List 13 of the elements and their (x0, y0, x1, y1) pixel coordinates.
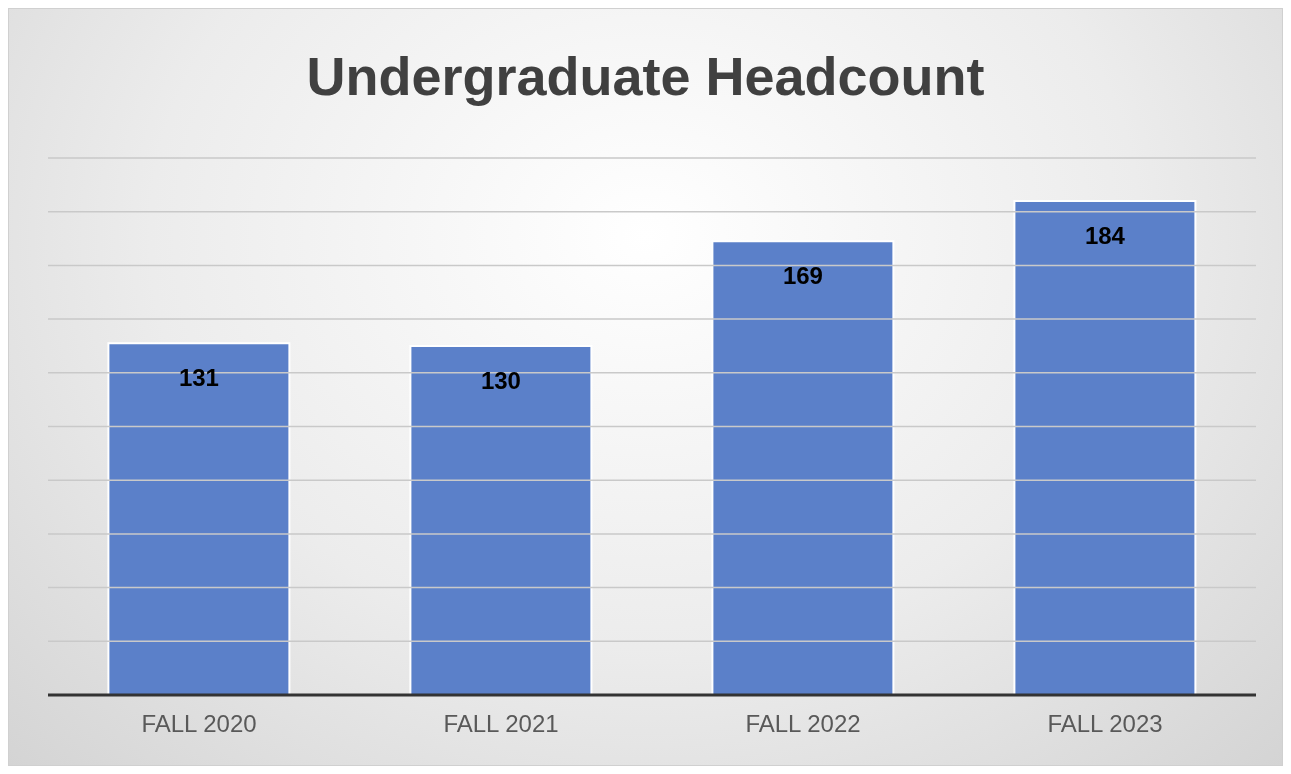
data-label: 130 (480, 366, 521, 394)
bar (409, 344, 593, 695)
data-label: 131 (178, 364, 219, 392)
bar (711, 240, 895, 695)
x-tick-label: FALL 2023 (1047, 710, 1163, 738)
data-label: 184 (1084, 222, 1126, 249)
bar (1013, 199, 1197, 695)
data-label: 169 (782, 262, 823, 290)
x-tick-label: FALL 2020 (141, 710, 257, 738)
bar (107, 342, 291, 695)
chart-title: Undergraduate Headcount (305, 45, 986, 107)
x-tick-label: FALL 2021 (443, 710, 559, 738)
x-tick-label: FALL 2022 (745, 710, 861, 738)
